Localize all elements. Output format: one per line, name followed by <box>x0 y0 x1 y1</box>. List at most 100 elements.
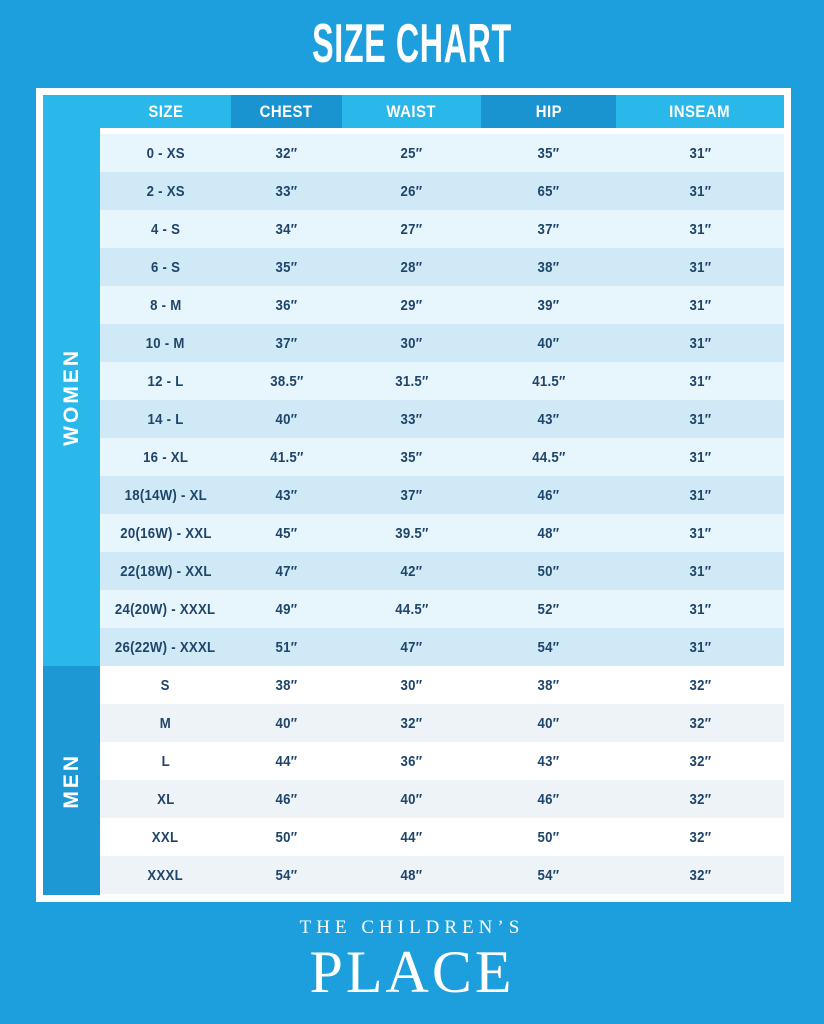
cell-value: 30″ <box>400 676 423 694</box>
cell-value: 37″ <box>275 334 298 352</box>
size-cell: L <box>100 742 231 780</box>
measurement-cell: 38″ <box>481 248 616 286</box>
page-title-text: SIZE CHART <box>312 13 512 75</box>
cell-value: 40″ <box>275 714 298 732</box>
table-row: 20(16W) - XXL 45″ 39.5″ 48″ 31″ <box>100 514 784 552</box>
table-row: 2 - XS 33″ 26″ 65″ 31″ <box>100 172 784 210</box>
measurement-cell: 49″ <box>231 590 342 628</box>
size-cell: 10 - M <box>100 324 231 362</box>
cell-value: 20(16W) - XXL <box>119 524 212 542</box>
cell-value: XXXL <box>147 866 184 884</box>
brand-name-top: THE CHILDREN’S <box>299 917 525 938</box>
cell-value: 43″ <box>537 410 560 428</box>
cell-value: 47″ <box>275 562 298 580</box>
measurement-cell: 35″ <box>231 248 342 286</box>
cell-value: 46″ <box>275 790 298 808</box>
cell-value: 40″ <box>537 334 560 352</box>
table-row: 22(18W) - XXL 47″ 42″ 50″ 31″ <box>100 552 784 590</box>
measurement-cell: 54″ <box>481 628 616 666</box>
cell-value: 32″ <box>689 866 711 884</box>
cell-value: 46″ <box>537 486 560 504</box>
cell-value: 65″ <box>537 182 560 200</box>
cell-value: 31″ <box>689 524 711 542</box>
table-row: 12 - L 38.5″ 31.5″ 41.5″ 31″ <box>100 362 784 400</box>
size-cell: 12 - L <box>100 362 231 400</box>
cell-value: S <box>160 676 171 694</box>
cell-value: 40″ <box>275 410 298 428</box>
measurement-cell: 46″ <box>481 476 616 514</box>
cell-value: XXL <box>152 828 179 846</box>
measurement-cell: 37″ <box>231 324 342 362</box>
cell-value: 29″ <box>400 296 423 314</box>
table-row: 8 - M 36″ 29″ 39″ 31″ <box>100 286 784 324</box>
cell-value: M <box>159 714 172 732</box>
cell-value: 36″ <box>275 296 298 314</box>
table-body: WOMEN MEN 0 - XS 32″ 25″ 35″ 31″ 2 - XS 33″ 26″ 6… <box>43 128 784 895</box>
measurement-cell: 40″ <box>231 400 342 438</box>
size-cell: XXL <box>100 818 231 856</box>
measurement-cell: 27″ <box>342 210 481 248</box>
section-men: MEN <box>43 666 100 895</box>
table-rows: 0 - XS 32″ 25″ 35″ 31″ 2 - XS 33″ 26″ 65″ 31″ 4 - … <box>100 128 784 895</box>
cell-value: 31″ <box>689 372 711 390</box>
cell-value: 10 - M <box>146 334 185 352</box>
cell-value: 25″ <box>400 144 423 162</box>
measurement-cell: 50″ <box>231 818 342 856</box>
cell-value: 54″ <box>537 866 560 884</box>
measurement-cell: 31.5″ <box>342 362 481 400</box>
column-header-label: SIZE <box>147 101 184 121</box>
measurement-cell: 33″ <box>231 172 342 210</box>
cell-value: 30″ <box>400 334 423 352</box>
measurement-cell: 43″ <box>231 476 342 514</box>
section-label-women: WOMEN <box>59 348 83 446</box>
cell-value: 22(18W) - XXL <box>119 562 212 580</box>
measurement-cell: 40″ <box>481 704 616 742</box>
measurement-cell: 50″ <box>481 552 616 590</box>
table-row: XXXL 54″ 48″ 54″ 32″ <box>100 856 784 894</box>
cell-value: 43″ <box>275 486 298 504</box>
cell-value: 37″ <box>537 220 560 238</box>
cell-value: 32″ <box>400 714 423 732</box>
cell-value: 47″ <box>400 638 423 656</box>
measurement-cell: 51″ <box>231 628 342 666</box>
cell-value: 45″ <box>275 524 298 542</box>
measurement-cell: 44″ <box>342 818 481 856</box>
measurement-cell: 46″ <box>231 780 342 818</box>
size-cell: 2 - XS <box>100 172 231 210</box>
measurement-cell: 31″ <box>616 210 784 248</box>
measurement-cell: 37″ <box>481 210 616 248</box>
section-label-men: MEN <box>59 752 83 809</box>
cell-value: 4 - S <box>150 220 181 238</box>
measurement-cell: 54″ <box>481 856 616 894</box>
measurement-cell: 44.5″ <box>481 438 616 476</box>
cell-value: 31.5″ <box>394 372 429 390</box>
measurement-cell: 48″ <box>342 856 481 894</box>
cell-value: 50″ <box>275 828 298 846</box>
cell-value: 18(14W) - XL <box>124 486 207 504</box>
cell-value: 36″ <box>400 752 423 770</box>
measurement-cell: 36″ <box>342 742 481 780</box>
cell-value: 39.5″ <box>394 524 429 542</box>
size-cell: 14 - L <box>100 400 231 438</box>
measurement-cell: 32″ <box>616 780 784 818</box>
column-header-waist: WAIST <box>342 95 481 128</box>
table-row: 6 - S 35″ 28″ 38″ 31″ <box>100 248 784 286</box>
measurement-cell: 28″ <box>342 248 481 286</box>
cell-value: 26(22W) - XXXL <box>115 638 216 656</box>
size-cell: XXXL <box>100 856 231 894</box>
cell-value: 46″ <box>537 790 560 808</box>
cell-value: 37″ <box>400 486 423 504</box>
size-cell: 26(22W) - XXXL <box>100 628 231 666</box>
cell-value: 44.5″ <box>531 448 566 466</box>
table-row: L 44″ 36″ 43″ 32″ <box>100 742 784 780</box>
measurement-cell: 31″ <box>616 438 784 476</box>
cell-value: 54″ <box>537 638 560 656</box>
measurement-cell: 31″ <box>616 172 784 210</box>
cell-value: 0 - XS <box>146 144 185 162</box>
cell-value: 14 - L <box>147 410 184 428</box>
cell-value: 31″ <box>689 562 711 580</box>
table-header-row: SIZE CHEST WAIST HIP INSEAM <box>43 95 784 128</box>
table-row: 16 - XL 41.5″ 35″ 44.5″ 31″ <box>100 438 784 476</box>
cell-value: 35″ <box>275 258 298 276</box>
cell-value: 48″ <box>400 866 423 884</box>
